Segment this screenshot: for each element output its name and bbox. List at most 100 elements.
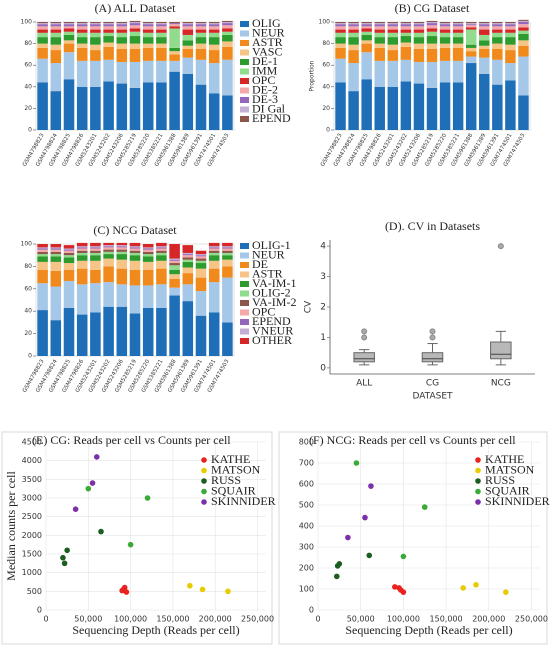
y-tick-label: 200 bbox=[299, 564, 314, 573]
bar-segment bbox=[439, 43, 451, 48]
point bbox=[187, 582, 193, 589]
bar-segment bbox=[129, 260, 141, 270]
bar-segment bbox=[374, 32, 385, 38]
legend-marker bbox=[475, 488, 481, 495]
legend-marker bbox=[475, 499, 481, 505]
bar-segment bbox=[182, 26, 194, 30]
box bbox=[353, 352, 375, 363]
bar-segment bbox=[387, 44, 399, 51]
bar-segment bbox=[195, 255, 207, 257]
bar-segment bbox=[182, 40, 194, 46]
point bbox=[93, 454, 100, 460]
bar-segment bbox=[182, 301, 194, 356]
y-tick-label: 60 bbox=[322, 62, 330, 69]
legend-label: DE-3 bbox=[252, 92, 278, 106]
bar-segment bbox=[387, 60, 399, 87]
bar-segment bbox=[426, 31, 438, 37]
bar-segment bbox=[195, 291, 207, 316]
bar-segment bbox=[76, 255, 88, 261]
bar-segment bbox=[129, 247, 141, 249]
bar-segment bbox=[465, 22, 477, 24]
bar-segment bbox=[50, 91, 62, 130]
bar-segment bbox=[374, 23, 385, 25]
bar-segment bbox=[156, 32, 167, 38]
bar-segment bbox=[479, 29, 490, 35]
bar-segment bbox=[156, 250, 167, 253]
legend-swatch bbox=[240, 271, 249, 278]
bar-segment bbox=[142, 244, 154, 248]
bar-segment bbox=[374, 60, 385, 87]
bar-segment bbox=[90, 50, 101, 61]
bar-segment bbox=[387, 24, 399, 27]
bar-segment bbox=[129, 250, 141, 253]
bar-segment bbox=[208, 255, 220, 261]
bar-segment bbox=[103, 246, 114, 248]
box bbox=[421, 352, 444, 363]
bar-segment bbox=[479, 45, 490, 49]
legend-label: VA-IM-1 bbox=[252, 276, 296, 290]
point bbox=[353, 460, 360, 466]
bar-segment bbox=[426, 87, 438, 130]
bar-segment bbox=[156, 247, 167, 249]
y-tick-label: 80 bbox=[322, 40, 330, 47]
bar-segment bbox=[182, 45, 194, 49]
legend-label: KATHE bbox=[211, 452, 250, 466]
bar-segment bbox=[129, 49, 141, 62]
bar-segment bbox=[195, 277, 207, 292]
bar-segment bbox=[116, 254, 128, 260]
bar-segment bbox=[335, 58, 346, 83]
point bbox=[60, 554, 66, 561]
bar-segment bbox=[208, 250, 220, 253]
y-tick-label: 100 bbox=[21, 241, 33, 248]
bar-segment bbox=[452, 32, 464, 38]
bar-segment bbox=[518, 33, 529, 41]
bar-segment bbox=[116, 32, 128, 38]
bar-segment bbox=[63, 249, 75, 251]
legend-label: VNEUR bbox=[252, 323, 293, 337]
bar-segment bbox=[169, 24, 180, 27]
y-tick-label: 3 bbox=[320, 272, 326, 282]
bar-segment bbox=[479, 22, 490, 24]
bar-segment bbox=[37, 58, 48, 83]
bar-segment bbox=[222, 247, 233, 249]
bar-segment bbox=[195, 268, 207, 278]
bar-segment bbox=[76, 22, 88, 24]
y-tick-label: 700 bbox=[299, 459, 314, 468]
bar-segment bbox=[518, 95, 529, 130]
bar-segment bbox=[492, 24, 503, 27]
bar-segment bbox=[479, 24, 490, 27]
bar-segment bbox=[129, 36, 141, 44]
x-axis-label: Sequencing Depth (Reads per cell) bbox=[72, 623, 239, 637]
x-tick-label: 100,000 bbox=[114, 615, 147, 624]
bar-segment bbox=[116, 24, 128, 27]
bar-segment bbox=[452, 37, 464, 44]
bar-segment bbox=[63, 269, 75, 281]
point bbox=[503, 589, 509, 595]
bar-segment bbox=[479, 73, 490, 130]
bar-segment bbox=[142, 32, 154, 38]
bar-segment bbox=[518, 27, 529, 31]
bar-segment bbox=[50, 320, 62, 356]
y-tick-label: 1500 bbox=[22, 550, 42, 559]
legend-label: DE bbox=[252, 257, 268, 271]
legend-label: DE-2 bbox=[252, 82, 278, 96]
bar-segment bbox=[103, 26, 114, 30]
bar-segment bbox=[182, 57, 194, 74]
bar-segment bbox=[142, 22, 154, 24]
legend-swatch bbox=[240, 243, 249, 249]
bar-segment bbox=[169, 269, 180, 275]
bar-segment bbox=[182, 255, 194, 258]
bar-segment bbox=[156, 255, 167, 261]
y-axis-label: Proportion bbox=[309, 60, 316, 91]
bar-segment bbox=[195, 258, 207, 261]
bar-segment bbox=[129, 22, 141, 24]
y-axis-label: Median counts per cell bbox=[4, 471, 18, 581]
bar-segment bbox=[400, 23, 412, 25]
bar-segment bbox=[116, 49, 128, 62]
bar-segment bbox=[222, 22, 233, 24]
bar-segment bbox=[116, 247, 128, 250]
point bbox=[366, 552, 373, 559]
outlier bbox=[361, 328, 368, 335]
bar-segment bbox=[222, 242, 233, 247]
x-tick-label: 250,000 bbox=[241, 615, 274, 624]
